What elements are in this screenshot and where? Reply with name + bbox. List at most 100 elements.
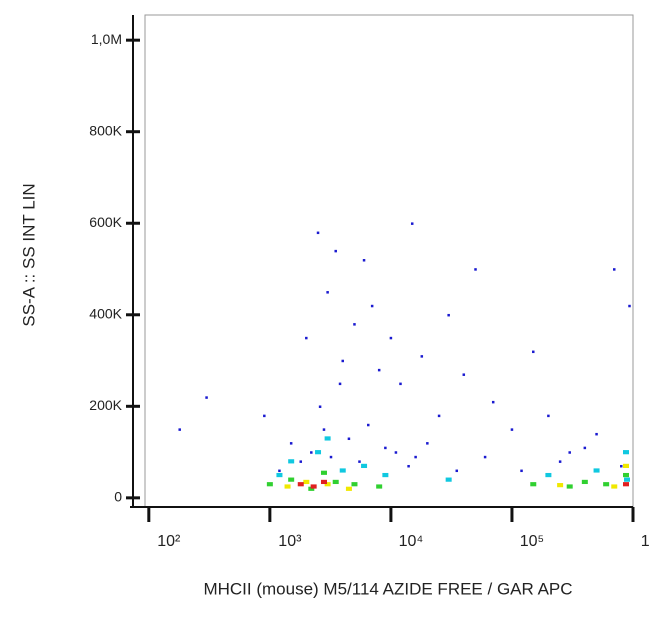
point [462, 373, 466, 376]
point [455, 469, 459, 473]
point [510, 428, 514, 431]
point [322, 428, 326, 431]
point [324, 482, 331, 487]
point [399, 382, 402, 386]
point [437, 414, 441, 418]
point [414, 455, 417, 459]
point [611, 484, 618, 489]
point [557, 483, 564, 488]
x-tick-label: 10⁵ [520, 533, 544, 550]
point [545, 472, 552, 478]
x-tick-label: 10⁶ [641, 533, 650, 550]
point [595, 432, 598, 436]
point [308, 486, 315, 491]
point [532, 350, 535, 354]
point [623, 463, 629, 469]
point [620, 464, 623, 468]
point [318, 405, 322, 408]
y-tick-label: 800K [89, 122, 122, 138]
point [389, 336, 393, 340]
point [289, 442, 293, 445]
point [310, 451, 313, 454]
point [320, 470, 327, 475]
x-tick-label: 10⁴ [399, 533, 424, 550]
point [347, 437, 351, 441]
point [339, 468, 346, 473]
point [362, 259, 366, 262]
point [324, 436, 331, 441]
point [263, 414, 266, 418]
point [426, 442, 429, 445]
point [612, 268, 616, 271]
point [358, 460, 361, 463]
point [276, 472, 283, 478]
point [367, 423, 370, 427]
point [361, 463, 368, 469]
point [338, 382, 342, 386]
point [623, 450, 629, 455]
point [377, 368, 381, 372]
point [320, 479, 327, 485]
point [341, 359, 344, 363]
point [568, 451, 571, 454]
x-tick-label: 10³ [278, 533, 302, 550]
point [483, 455, 487, 459]
point [623, 482, 629, 487]
point [558, 460, 562, 463]
point [310, 484, 317, 489]
point [316, 231, 320, 235]
point [394, 451, 398, 454]
point [299, 460, 303, 463]
y-tick-label: 200K [89, 397, 122, 413]
point [370, 304, 374, 308]
point [445, 477, 452, 482]
point [205, 396, 208, 399]
plot-frame [144, 14, 634, 508]
point [297, 482, 304, 487]
point [266, 482, 273, 487]
point [547, 414, 550, 418]
point [326, 291, 329, 294]
point [566, 484, 573, 489]
point [491, 400, 495, 404]
point [624, 477, 630, 482]
point [447, 313, 450, 317]
point [382, 472, 389, 478]
point [420, 355, 424, 358]
y-axis-label: SS-A :: SS INT LIN [19, 183, 38, 326]
point [288, 459, 295, 464]
point [593, 468, 600, 473]
point [334, 249, 337, 253]
x-tick-label: 10² [157, 533, 181, 550]
point [345, 486, 352, 491]
y-tick-label: 0 [114, 489, 122, 505]
y-tick-label: 600K [89, 214, 122, 230]
point [315, 450, 322, 455]
point [410, 222, 414, 225]
point [303, 479, 310, 485]
point [583, 446, 587, 450]
point [623, 472, 629, 478]
point [351, 482, 358, 487]
point [353, 323, 356, 326]
point [520, 469, 523, 473]
point [376, 484, 383, 489]
point [407, 464, 410, 468]
point [530, 482, 537, 487]
point [284, 484, 291, 489]
point [305, 336, 308, 340]
point [474, 268, 477, 271]
point [332, 479, 339, 485]
y-tick-label: 400K [89, 305, 122, 321]
y-tick-label: 1,0M [91, 31, 122, 47]
point [288, 477, 295, 482]
point [628, 304, 631, 308]
x-axis-label: MHCII (mouse) M5/114 AZIDE FREE / GAR AP… [203, 579, 572, 598]
point [178, 428, 181, 431]
point [278, 469, 281, 473]
point [384, 446, 387, 450]
point [329, 455, 333, 459]
point [581, 479, 588, 485]
point [603, 482, 610, 487]
